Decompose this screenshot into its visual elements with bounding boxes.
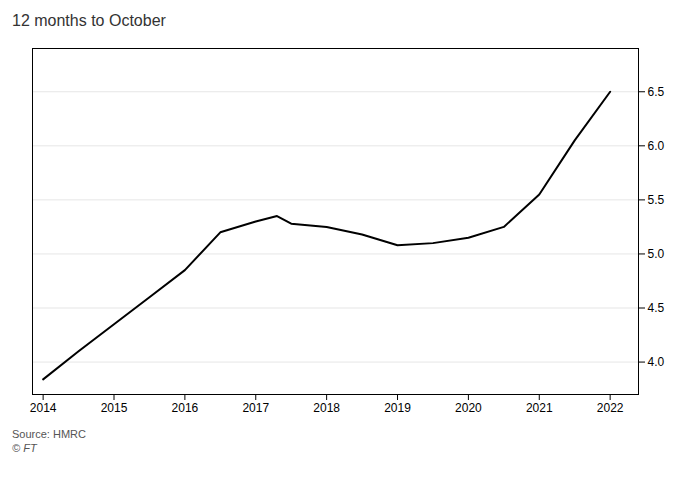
svg-text:6.5: 6.5: [648, 85, 665, 99]
svg-text:4.5: 4.5: [648, 301, 665, 315]
svg-text:2016: 2016: [172, 401, 199, 415]
html-text:Source: HMRC: Source: HMRC: [12, 428, 86, 440]
html-text:12 months to October: 12 months to October: [12, 12, 166, 29]
svg-text:2020: 2020: [455, 401, 482, 415]
svg-text:5.5: 5.5: [648, 193, 665, 207]
svg-text:2017: 2017: [242, 401, 269, 415]
svg-text:2019: 2019: [384, 401, 411, 415]
svg-text:2018: 2018: [313, 401, 340, 415]
svg-text:6.0: 6.0: [648, 139, 665, 153]
svg-text:4.0: 4.0: [648, 355, 665, 369]
svg-text:2021: 2021: [526, 401, 553, 415]
svg-text:2022: 2022: [597, 401, 624, 415]
svg-text:5.0: 5.0: [648, 247, 665, 261]
html-text:© FT: © FT: [12, 442, 37, 454]
svg-text:2015: 2015: [101, 401, 128, 415]
svg-text:2014: 2014: [30, 401, 57, 415]
